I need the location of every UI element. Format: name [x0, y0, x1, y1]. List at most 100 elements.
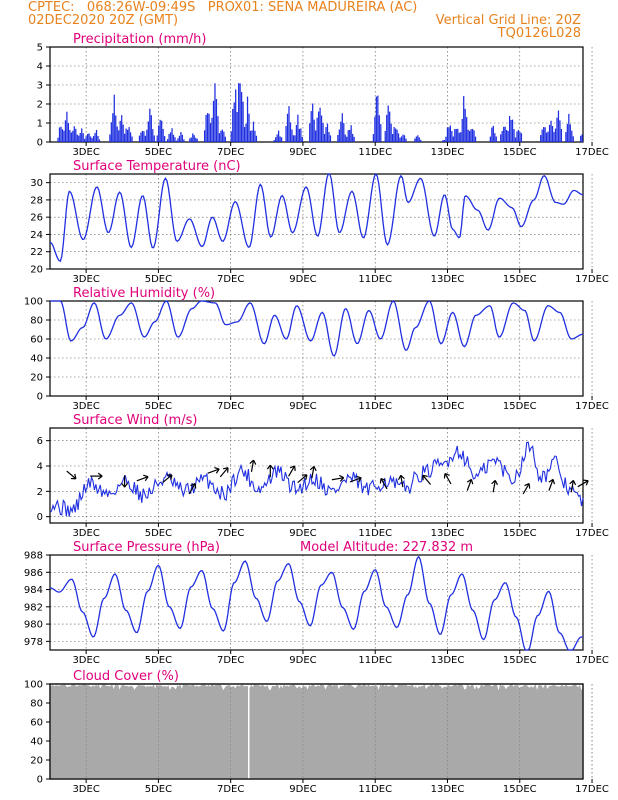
- wind-arrow: [443, 472, 452, 485]
- x-tick-label: 11DEC: [358, 784, 392, 795]
- precip-bar: [143, 131, 145, 142]
- precip-bar: [152, 129, 154, 142]
- precip-bar: [75, 128, 77, 142]
- precip-bar: [571, 130, 573, 142]
- wind-arrow-head: [356, 475, 362, 483]
- panel-frame: [49, 554, 584, 651]
- precip-bar: [325, 127, 327, 142]
- precip-bar: [374, 116, 376, 142]
- precip-bar: [218, 133, 221, 142]
- wind-arrow-head: [583, 479, 589, 486]
- precip-bar: [329, 135, 332, 142]
- wind-arrow-shaft: [444, 473, 452, 485]
- pressure-line: [49, 555, 583, 651]
- precip-bar: [119, 120, 121, 142]
- y-tick-label: 40: [30, 737, 43, 748]
- wind-arrow-head: [190, 483, 197, 489]
- x-tick-label: 17DEC: [575, 147, 609, 158]
- x-tick-label: 11DEC: [358, 147, 392, 158]
- precip-bar: [248, 113, 250, 142]
- wind-arrow-shaft: [466, 479, 472, 491]
- precip-bar: [393, 127, 395, 142]
- y-tick-label: 4: [37, 462, 43, 473]
- y-tick-label: 26: [30, 213, 43, 224]
- precip-bar: [510, 119, 512, 142]
- precip-bar: [164, 136, 166, 142]
- precip-bar: [66, 111, 68, 142]
- precip-bar: [466, 117, 468, 142]
- precip-bar: [168, 133, 170, 142]
- precip-bar: [319, 107, 321, 142]
- precip-bar: [403, 135, 406, 142]
- x-tick-label: 3DEC: [72, 274, 99, 285]
- precip-bar: [580, 135, 582, 142]
- y-tick-label: 980: [24, 620, 43, 631]
- x-tick-label: 15DEC: [503, 401, 537, 412]
- precip-bar: [452, 136, 454, 142]
- precip-bar: [224, 136, 226, 142]
- x-tick-label: 9DEC: [289, 528, 316, 539]
- precip-bars: [57, 83, 583, 142]
- precip-bar: [320, 115, 323, 142]
- precip-bar: [384, 131, 386, 142]
- precip-bar: [174, 137, 176, 142]
- y-tick-label: 0: [37, 138, 43, 149]
- x-tick-label: 5DEC: [145, 655, 172, 666]
- wind-arrow-shaft: [66, 470, 77, 480]
- precip-bar: [292, 135, 295, 142]
- header-date: 02DEC2020 20Z (GMT): [28, 13, 179, 28]
- wind-arrow-head: [443, 472, 450, 479]
- precip-bar: [161, 120, 163, 142]
- wind-line: [49, 441, 584, 517]
- precip-bar: [128, 127, 130, 142]
- x-tick-label: 13DEC: [431, 784, 465, 795]
- precip-bar: [298, 128, 300, 142]
- precip-bar: [153, 135, 155, 142]
- wind-arrow-head: [491, 479, 499, 486]
- y-tick-label: 5: [37, 43, 43, 54]
- wind-arrow-head: [548, 478, 556, 485]
- precip-bar: [61, 129, 64, 142]
- wind-arrow-head: [249, 459, 257, 465]
- precip-bar: [559, 120, 561, 142]
- wind-arrow-shaft: [331, 477, 344, 481]
- y-tick-label: 984: [24, 585, 43, 596]
- wind-arrow-head: [143, 474, 149, 482]
- precip-bar: [551, 126, 554, 142]
- wind-arrow-head: [121, 482, 129, 488]
- wind-arrow: [379, 477, 388, 490]
- precip-bar: [169, 132, 172, 142]
- precip-bar: [158, 125, 160, 142]
- precip-bar: [125, 128, 127, 142]
- x-tick-label: 15DEC: [503, 147, 537, 158]
- precip-bar: [233, 102, 235, 142]
- precip-bar: [92, 135, 95, 142]
- wind-arrow-head: [214, 467, 220, 474]
- panel-frame: [49, 427, 584, 524]
- precip-bar: [275, 137, 277, 142]
- precip-bar: [346, 136, 348, 142]
- precip-bar: [146, 129, 148, 142]
- precip-bar: [557, 110, 560, 142]
- x-tick-label: 17DEC: [575, 274, 609, 285]
- precip-bar: [76, 134, 78, 142]
- precip-bar: [492, 125, 494, 142]
- precip-bar: [415, 136, 417, 142]
- precip-bar: [116, 126, 118, 142]
- precip-bar: [519, 132, 521, 142]
- precip-bar: [378, 115, 380, 142]
- wind-arrow-head: [70, 473, 77, 480]
- precip-bar: [517, 129, 520, 142]
- precip-bar: [141, 130, 144, 142]
- wind-arrow: [349, 475, 362, 483]
- x-tick-label: 9DEC: [289, 147, 316, 158]
- precip-bar: [458, 132, 460, 142]
- precip-bar: [220, 130, 222, 142]
- precip-bar: [85, 136, 87, 142]
- precip-bar: [560, 128, 563, 142]
- precip-bar: [460, 132, 462, 142]
- precip-bar: [352, 133, 354, 142]
- wind-arrow-shaft: [349, 477, 362, 483]
- precip-bar: [455, 128, 457, 142]
- precip-bar: [156, 135, 158, 142]
